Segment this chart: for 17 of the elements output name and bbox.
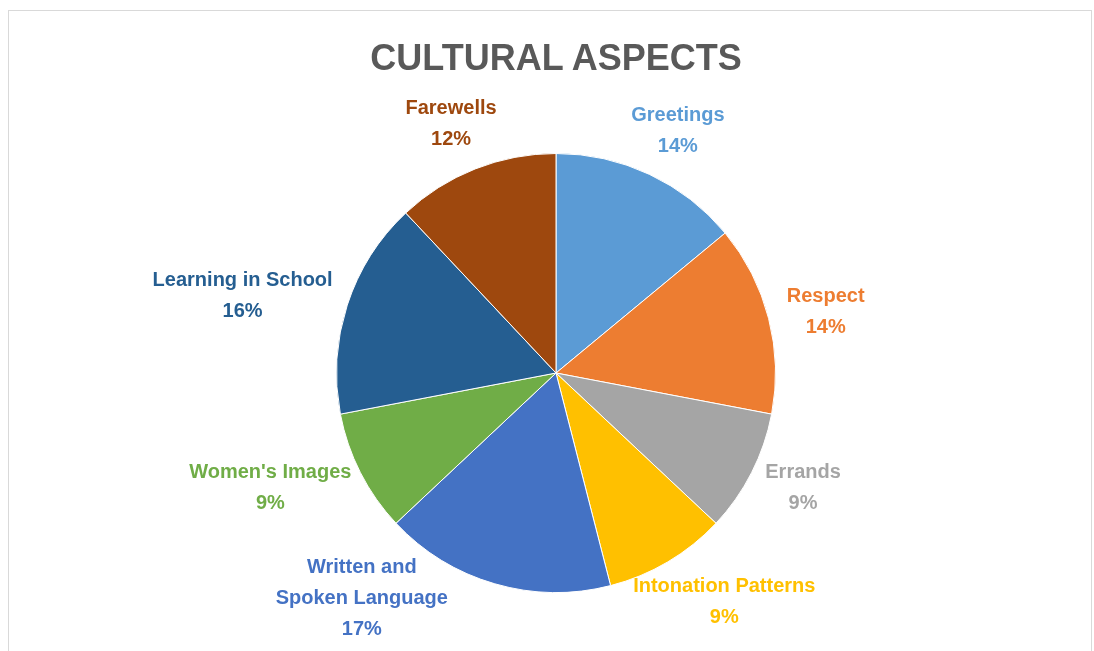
data-label: 9% bbox=[255, 491, 286, 514]
slice-label: Written and Spoken Language bbox=[275, 555, 448, 609]
data-label: 14% bbox=[657, 133, 699, 156]
slice-label: Errands bbox=[765, 460, 841, 483]
chart-title: CULTURAL ASPECTS bbox=[370, 36, 742, 78]
slice-label: Greetings bbox=[631, 102, 725, 125]
data-label: 16% bbox=[222, 299, 263, 322]
slice-label: Farewells bbox=[405, 95, 497, 118]
data-label: 14% bbox=[805, 314, 846, 337]
slice-label: Intonation Patterns bbox=[633, 574, 816, 597]
data-label: 9% bbox=[709, 605, 739, 628]
slice-label: Learning in School bbox=[152, 268, 333, 291]
data-label: 9% bbox=[788, 491, 818, 514]
data-label: 12% bbox=[431, 126, 472, 149]
data-label: 17% bbox=[341, 617, 383, 640]
slice-label: Women's Images bbox=[189, 460, 352, 483]
slice-label: Respect bbox=[786, 283, 865, 306]
